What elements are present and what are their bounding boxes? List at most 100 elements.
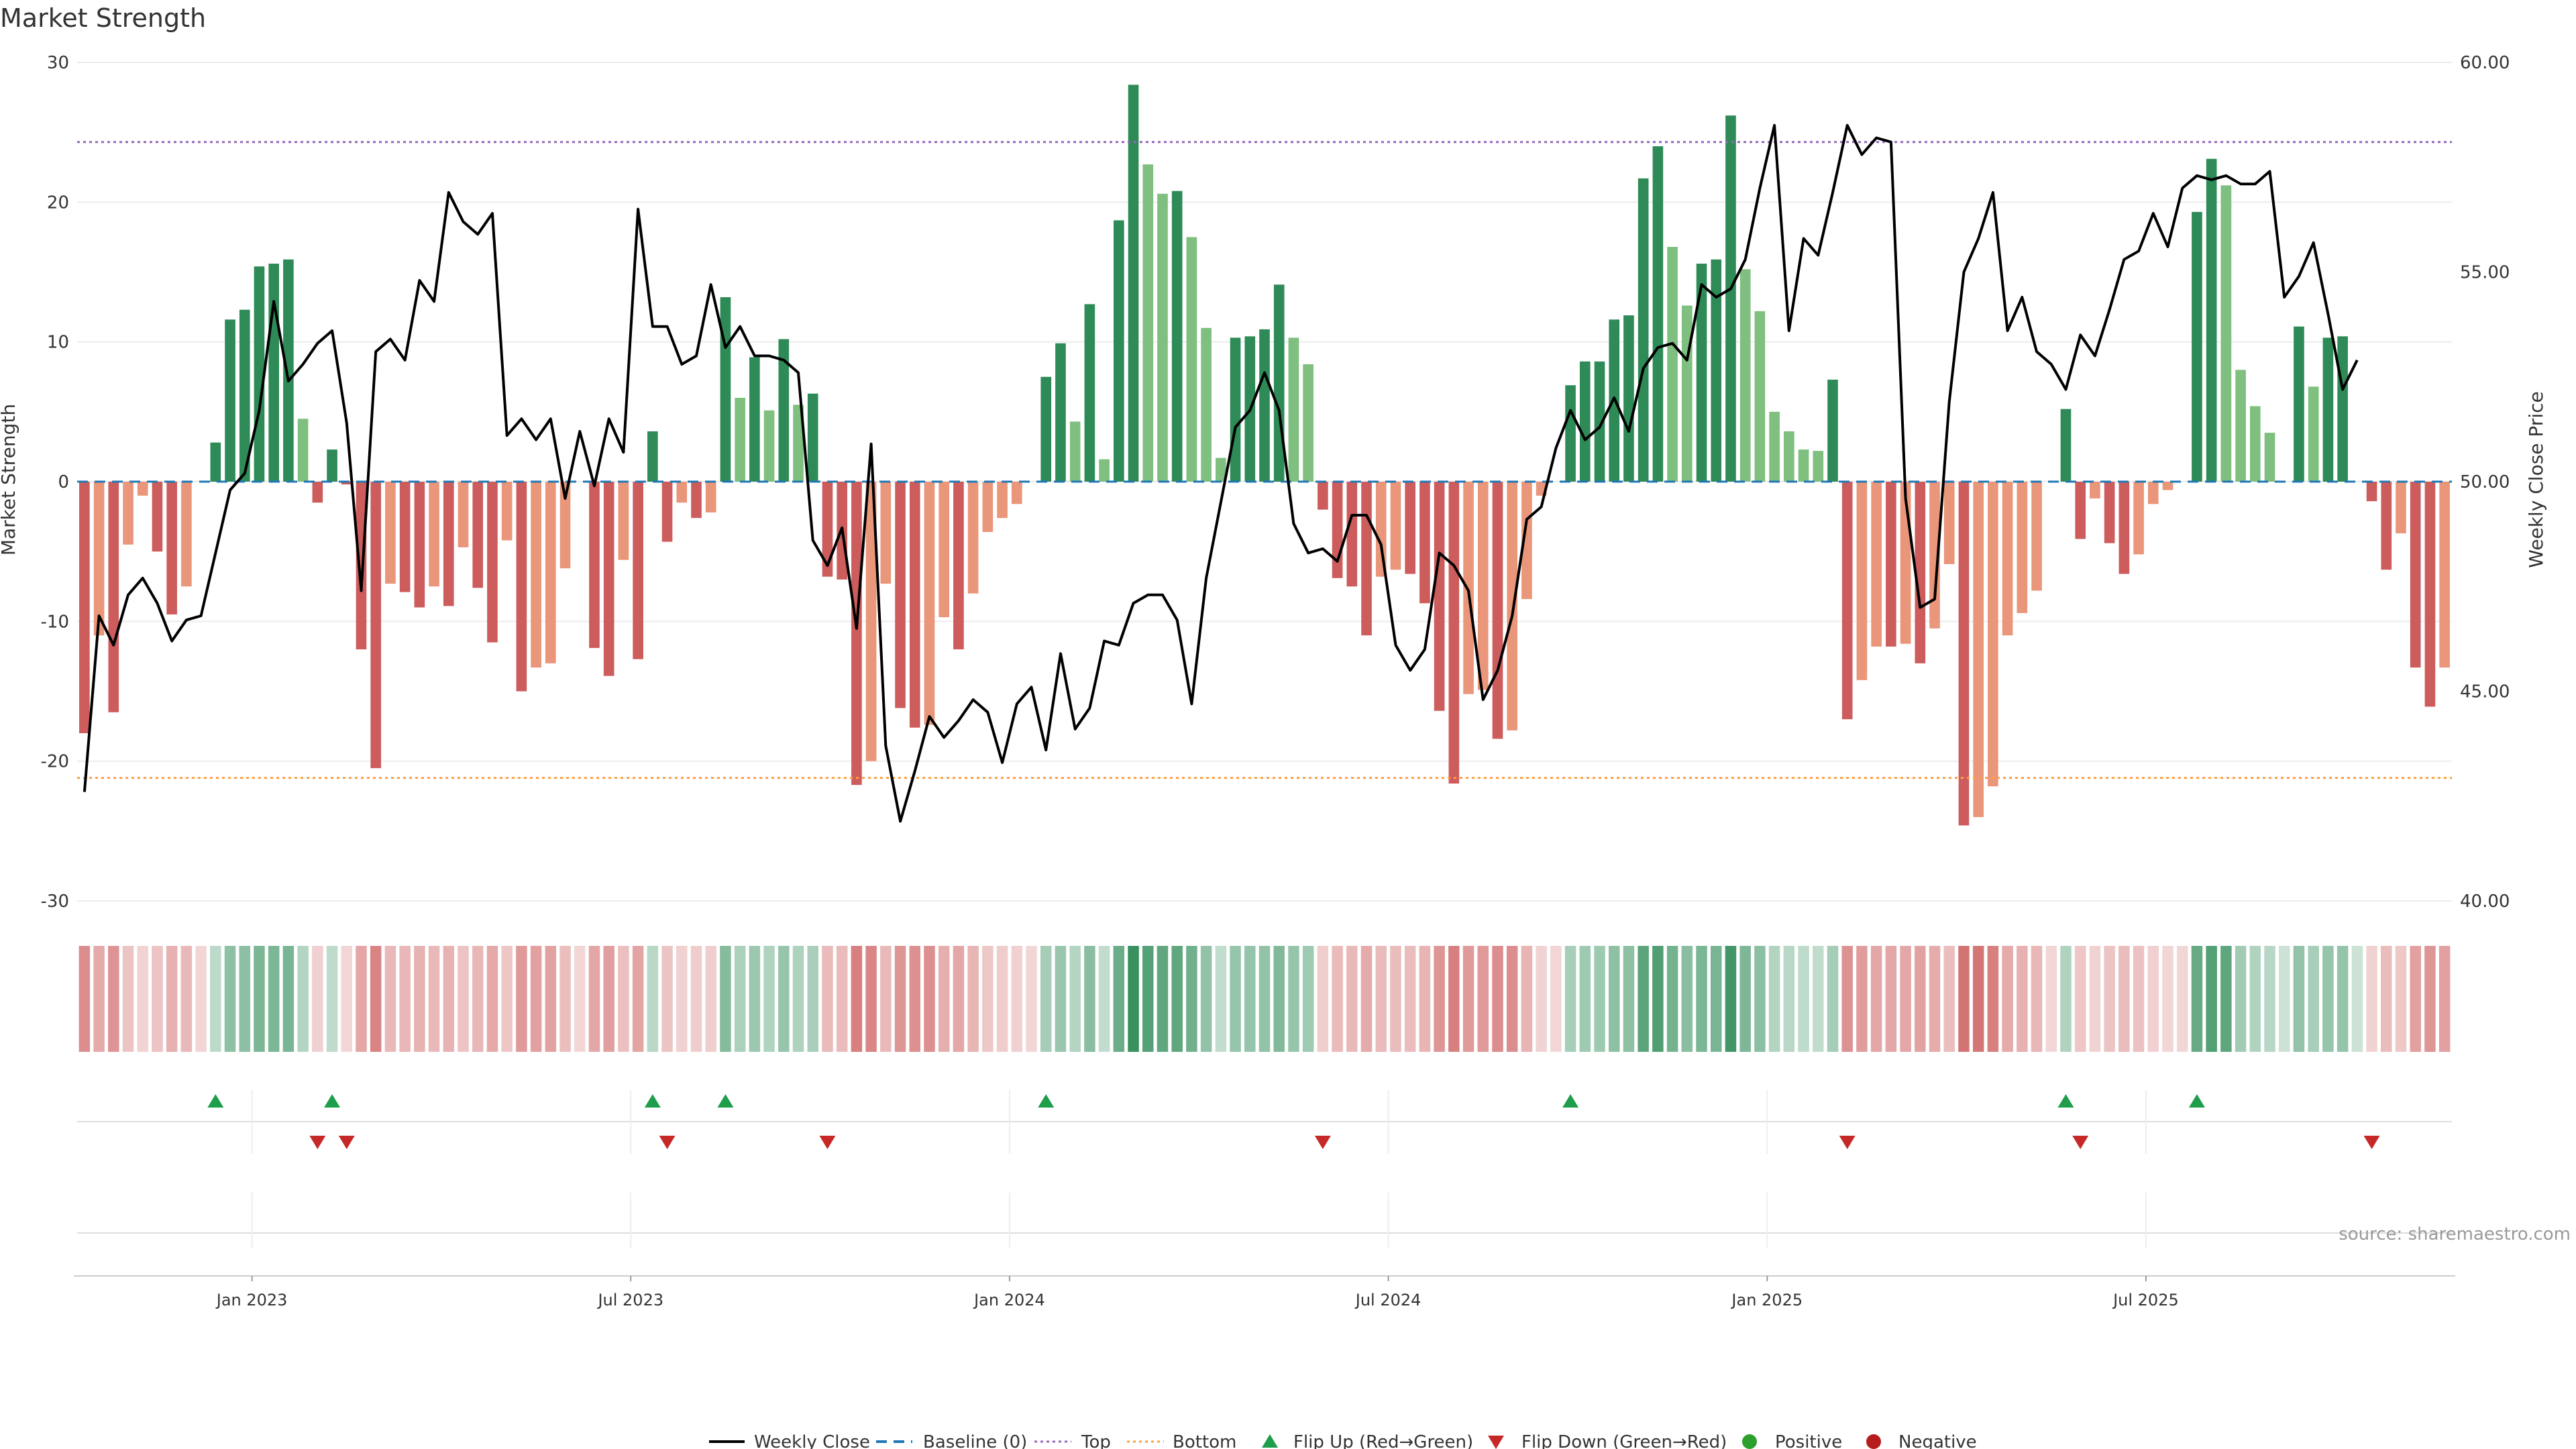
- heat-cell: [2424, 946, 2436, 1052]
- strength-bar: [735, 398, 745, 482]
- strength-bar: [1798, 449, 1809, 482]
- heat-cell: [2381, 946, 2392, 1052]
- legend-flip-up-label: Flip Up (Red→Green): [1293, 1432, 1473, 1449]
- strength-bar: [93, 482, 105, 636]
- heat-cell: [78, 946, 91, 1052]
- strength-heat-strip: [78, 946, 2451, 1052]
- strength-bars: [79, 85, 2450, 826]
- heat-cell: [1215, 946, 1227, 1052]
- strength-bar: [603, 482, 614, 676]
- strength-bar: [1114, 220, 1124, 482]
- strength-bar: [1725, 115, 1736, 482]
- strength-bar: [807, 393, 818, 482]
- strength-bar: [618, 482, 629, 560]
- strength-bar: [137, 482, 148, 496]
- heat-cell: [501, 946, 513, 1052]
- strength-bar: [1405, 482, 1415, 574]
- strength-bar: [1769, 411, 1780, 482]
- heat-cell: [1958, 946, 1970, 1052]
- strength-bar: [443, 482, 454, 606]
- heat-cell: [1798, 946, 1809, 1052]
- heat-cell: [909, 946, 921, 1052]
- strength-bar: [531, 482, 541, 668]
- heat-cell: [763, 946, 775, 1052]
- legend-positive-label: Positive: [1775, 1432, 1842, 1449]
- strength-bar: [559, 482, 571, 569]
- heat-cell: [2147, 946, 2159, 1052]
- heat-cell: [137, 946, 148, 1052]
- heat-cell: [2322, 946, 2334, 1052]
- heat-cell: [2191, 946, 2203, 1052]
- heat-cell: [2206, 946, 2217, 1052]
- heat-cell: [1856, 946, 1868, 1052]
- heat-cell: [2366, 946, 2377, 1052]
- strength-bar: [1667, 247, 1678, 482]
- strength-bar: [1419, 482, 1430, 604]
- y-axis-ticks: 30 20 10 0 -10 -20 -30: [41, 53, 69, 912]
- strength-bar: [1943, 482, 1955, 564]
- heat-cell: [1885, 946, 1897, 1052]
- heat-cell: [690, 946, 702, 1052]
- legend-weekly-close-label: Weekly Close: [754, 1432, 870, 1449]
- y-axis-label: Market Strength: [0, 404, 19, 555]
- strength-bar: [691, 482, 702, 519]
- x-tick-label: Jul 2023: [596, 1291, 663, 1309]
- heat-cell: [152, 946, 163, 1052]
- legend-top: Top: [1034, 1432, 1111, 1449]
- heat-cell: [1390, 946, 1401, 1052]
- strength-bar: [2294, 326, 2304, 482]
- heat-cell: [1069, 946, 1081, 1052]
- heat-cell: [108, 946, 119, 1052]
- strength-bar: [1448, 482, 1460, 784]
- heat-cell: [720, 946, 731, 1052]
- heat-cell: [2235, 946, 2247, 1052]
- heat-cell: [166, 946, 178, 1052]
- heat-cell: [2351, 946, 2363, 1052]
- strength-bar: [1623, 315, 1634, 482]
- heat-cell: [1915, 946, 1926, 1052]
- heat-cell: [938, 946, 950, 1052]
- heat-cell: [370, 946, 382, 1052]
- heat-cell: [1870, 946, 1882, 1052]
- legend-negative-label: Negative: [1898, 1432, 1977, 1449]
- strength-bar: [953, 482, 964, 649]
- legend-flip-down-label: Flip Down (Green→Red): [1521, 1432, 1727, 1449]
- heat-cell: [1098, 946, 1110, 1052]
- strength-bar: [2118, 482, 2130, 574]
- heat-cell: [1477, 946, 1489, 1052]
- flip-up-marker: [324, 1094, 341, 1108]
- heat-cell: [618, 946, 629, 1052]
- heat-cell: [1783, 946, 1795, 1052]
- strength-bar: [2147, 482, 2159, 504]
- legend-flip-up: Flip Up (Red→Green): [1262, 1432, 1473, 1449]
- strength-bar: [793, 405, 804, 482]
- strength-bar: [2322, 337, 2334, 482]
- strength-bar: [1915, 482, 1926, 663]
- heat-cell: [1448, 946, 1460, 1052]
- heat-cell: [1113, 946, 1125, 1052]
- strength-bar: [1288, 337, 1299, 482]
- flip-up-marker: [717, 1094, 734, 1108]
- heat-cell: [559, 946, 571, 1052]
- strength-bar: [1638, 178, 1649, 482]
- flip-up-marker: [2057, 1094, 2074, 1108]
- heat-cell: [851, 946, 863, 1052]
- strength-bar: [181, 482, 192, 587]
- heat-cell: [924, 946, 935, 1052]
- strength-bar: [1186, 237, 1197, 482]
- heat-cell: [2017, 946, 2028, 1052]
- heat-cell: [588, 946, 600, 1052]
- strength-bar: [1841, 482, 1853, 720]
- heat-cell: [749, 946, 761, 1052]
- heat-cell: [865, 946, 877, 1052]
- heat-cell: [1754, 946, 1766, 1052]
- strength-bar: [2235, 370, 2246, 482]
- heat-cell: [2220, 946, 2232, 1052]
- heat-cell: [1666, 946, 1678, 1052]
- strength-bar: [589, 482, 600, 648]
- heat-cell: [2410, 946, 2421, 1052]
- heat-cell: [1171, 946, 1183, 1052]
- strength-bar: [2381, 482, 2392, 570]
- strength-bar: [749, 357, 760, 482]
- heat-cell: [661, 946, 673, 1052]
